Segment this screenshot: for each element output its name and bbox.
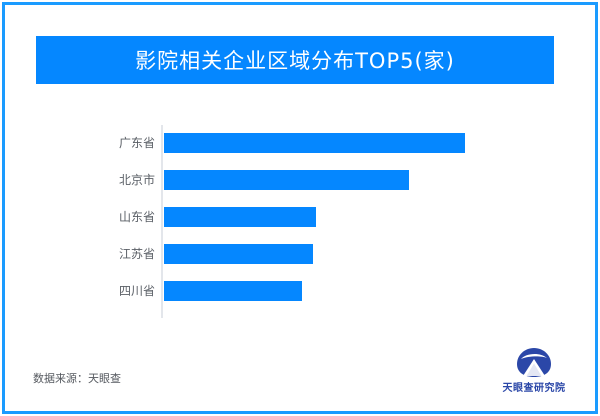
bar-value-fill[interactable] [164, 207, 316, 227]
bar-category-label: 山东省 [118, 210, 155, 224]
bar-row: 北京市 [0, 170, 600, 190]
bar-row: 广东省 [0, 133, 600, 153]
bar-category-label: 北京市 [118, 173, 155, 187]
card-border-bottom [2, 411, 598, 414]
bar-category-label: 四川省 [118, 284, 155, 298]
card-border-right [595, 2, 598, 414]
bar-row: 江苏省 [0, 244, 600, 264]
tianyancha-eye-logo-icon [517, 348, 551, 377]
brand-logo-text: 天眼查研究院 [502, 383, 566, 394]
bar-value-fill[interactable] [164, 281, 302, 301]
bar-chart: 广东省北京市山东省江苏省四川省 [0, 110, 600, 320]
chart-title-bar: 影院相关企业区域分布TOP5(家) [36, 36, 554, 84]
bar-value-fill[interactable] [164, 244, 313, 264]
bar-row: 四川省 [0, 281, 600, 301]
brand-logo: 天眼查研究院 [489, 346, 579, 396]
bar-value-fill[interactable] [164, 170, 409, 190]
data-source-label: 数据来源：天眼查 [33, 372, 121, 385]
bar-category-label: 江苏省 [118, 247, 155, 261]
card-border-top [2, 2, 598, 5]
page-title: 影院相关企业区域分布TOP5(家) [135, 49, 455, 73]
card-border-left [2, 2, 5, 414]
bar-row: 山东省 [0, 207, 600, 227]
bar-category-label: 广东省 [118, 136, 155, 150]
value-axis-line [161, 125, 163, 318]
bar-value-fill[interactable] [164, 133, 465, 153]
